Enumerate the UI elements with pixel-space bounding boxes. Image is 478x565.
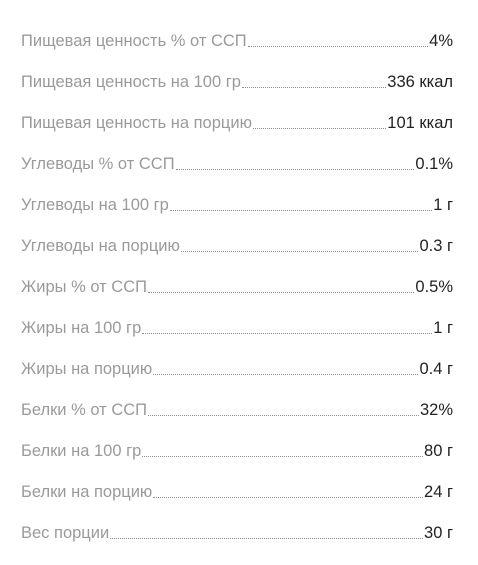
- nutrient-label: Белки на 100 гр: [21, 442, 142, 460]
- dotted-leader: [175, 169, 415, 170]
- nutrient-label: Белки % от ССП: [21, 401, 148, 419]
- list-item: Пищевая ценность на 100 гр 336 ккал: [21, 52, 453, 93]
- dotted-leader: [180, 251, 419, 252]
- list-item: Вес порции 30 г: [21, 503, 453, 544]
- nutrient-value: 1 г: [433, 196, 453, 214]
- nutrient-label: Пищевая ценность на 100 гр: [21, 73, 241, 91]
- nutrient-label: Белки на порцию: [21, 483, 153, 501]
- list-item: Жиры на 100 гр 1 г: [21, 298, 453, 339]
- nutrient-label: Углеводы на 100 гр: [21, 196, 169, 214]
- dotted-leader: [142, 333, 433, 334]
- nutrient-value: 336 ккал: [387, 73, 453, 91]
- list-item: Белки на 100 гр 80 г: [21, 421, 453, 462]
- dotted-leader: [252, 128, 387, 129]
- dotted-leader: [110, 538, 424, 539]
- nutrient-value: 101 ккал: [387, 114, 453, 132]
- nutrient-value: 30 г: [424, 524, 453, 542]
- list-item: Углеводы на порцию 0.3 г: [21, 216, 453, 257]
- nutrient-label: Жиры % от ССП: [21, 278, 147, 296]
- list-item: Жиры на порцию 0.4 г: [21, 339, 453, 380]
- nutrient-label: Жиры на 100 гр: [21, 319, 142, 337]
- nutrient-value: 80 г: [424, 442, 453, 460]
- nutrient-value: 32%: [419, 401, 453, 419]
- nutrient-value: 0.1%: [415, 155, 453, 173]
- list-item: Жиры % от ССП 0.5%: [21, 257, 453, 298]
- list-item: Углеводы на 100 гр 1 г: [21, 175, 453, 216]
- list-item: Белки % от ССП 32%: [21, 380, 453, 421]
- nutrient-value: 4%: [429, 32, 453, 50]
- dotted-leader: [247, 46, 429, 47]
- dotted-leader: [153, 497, 424, 498]
- nutrient-value: 24 г: [424, 483, 453, 501]
- list-item: Углеводы % от ССП 0.1%: [21, 134, 453, 175]
- nutrient-label: Пищевая ценность на порцию: [21, 114, 252, 132]
- nutrient-label: Углеводы на порцию: [21, 237, 180, 255]
- nutrient-label: Жиры на порцию: [21, 360, 153, 378]
- nutrient-value: 0.4 г: [419, 360, 453, 378]
- nutrient-label: Вес порции: [21, 524, 110, 542]
- dotted-leader: [147, 292, 415, 293]
- dotted-leader: [142, 456, 424, 457]
- list-item: Пищевая ценность на порцию 101 ккал: [21, 93, 453, 134]
- dotted-leader: [153, 374, 419, 375]
- dotted-leader: [169, 210, 433, 211]
- dotted-leader: [241, 87, 387, 88]
- nutrient-value: 1 г: [433, 319, 453, 337]
- list-item: Белки на порцию 24 г: [21, 462, 453, 503]
- nutrient-value: 0.5%: [415, 278, 453, 296]
- nutrient-value: 0.3 г: [419, 237, 453, 255]
- nutrient-label: Пищевая ценность % от ССП: [21, 32, 247, 50]
- list-item: Пищевая ценность % от ССП 4%: [21, 11, 453, 52]
- nutrient-label: Углеводы % от ССП: [21, 155, 175, 173]
- dotted-leader: [148, 415, 419, 416]
- nutrition-facts-list: Пищевая ценность % от ССП 4% Пищевая цен…: [21, 11, 453, 544]
